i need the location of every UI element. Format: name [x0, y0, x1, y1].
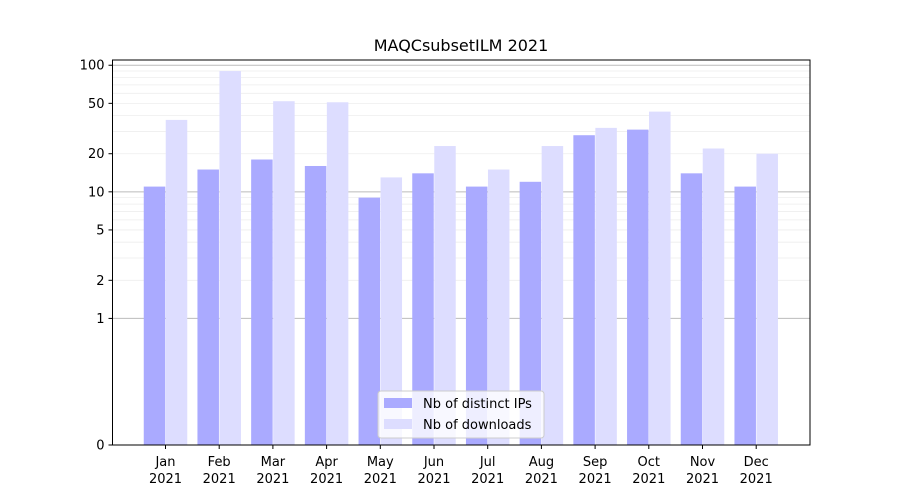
x-tick-label-year: 2021: [256, 472, 289, 487]
y-axis: 0 1 2 5 10 20 50 100: [80, 59, 113, 454]
bar-downloads-mar: [273, 101, 295, 446]
bar-distinct-ips-sep: [573, 135, 595, 445]
x-tick-label-year: 2021: [686, 472, 719, 487]
y-tick-label: 100: [80, 59, 105, 74]
bars: [143, 71, 778, 446]
bar-downloads-oct: [649, 111, 671, 445]
bar-downloads-dec: [756, 153, 778, 446]
legend-swatch: [384, 398, 412, 408]
bar-downloads-jun: [434, 146, 456, 445]
x-tick-label-year: 2021: [525, 472, 558, 487]
legend-box: [377, 390, 545, 439]
y-tick-label: 1: [96, 312, 104, 327]
x-tick-label-month: Feb: [208, 455, 231, 470]
plot-frame: [112, 59, 811, 446]
x-tick-label-year: 2021: [632, 472, 665, 487]
x-tick-label-month: Jan: [154, 455, 175, 470]
y-tick-label: 50: [88, 97, 105, 112]
y-tick-label: 0: [96, 439, 104, 454]
x-tick-label-month: Apr: [315, 455, 338, 470]
bar-downloads-jan: [165, 119, 188, 445]
bar-distinct-ips-oct: [627, 129, 649, 445]
legend: Nb of distinct IPs Nb of downloads: [377, 390, 545, 439]
legend-label: Nb of downloads: [423, 418, 532, 433]
bar-downloads-sep: [595, 127, 617, 445]
legend-swatch: [384, 419, 412, 429]
x-tick-label-month: May: [367, 455, 394, 470]
bar-downloads-apr: [326, 102, 349, 445]
x-tick-label-month: Jul: [479, 455, 496, 470]
bar-distinct-ips-aug: [519, 181, 542, 445]
x-tick-label-year: 2021: [579, 472, 612, 487]
x-tick-label-year: 2021: [203, 472, 236, 487]
bar-distinct-ips-feb: [197, 169, 219, 445]
x-tick-label-year: 2021: [364, 472, 397, 487]
x-tick-label-month: Dec: [744, 455, 769, 470]
chart-title: MAQCsubsetILM 2021: [374, 36, 549, 55]
bar-downloads-aug: [541, 146, 564, 445]
x-tick-label-month: Jun: [423, 455, 444, 470]
x-tick-label-year: 2021: [417, 472, 450, 487]
x-tick-label-month: Oct: [638, 455, 660, 470]
y-tick-label: 20: [88, 147, 105, 162]
bar-downloads-feb: [219, 71, 241, 446]
bar-distinct-ips-jun: [412, 173, 434, 445]
x-tick-label-year: 2021: [471, 472, 504, 487]
bar-distinct-ips-jul: [465, 186, 488, 446]
y-tick-label: 5: [96, 223, 104, 238]
x-tick-label-year: 2021: [740, 472, 773, 487]
bar-downloads-nov: [702, 148, 725, 445]
bar-distinct-ips-dec: [734, 186, 756, 446]
x-axis: Jan 2021 Feb 2021 Mar 2021 Apr 2021 May 2021 Jun 20…: [149, 445, 773, 487]
bar-distinct-ips-may: [358, 197, 381, 445]
x-tick-label-year: 2021: [310, 472, 343, 487]
bar-downloads-jul: [487, 169, 510, 445]
bar-distinct-ips-jan: [143, 186, 166, 446]
legend-label: Nb of distinct IPs: [423, 397, 532, 412]
x-tick-label-month: Sep: [583, 455, 608, 470]
y-tick-label: 2: [96, 274, 104, 289]
bar-downloads-may: [380, 177, 403, 446]
bar-distinct-ips-nov: [680, 173, 703, 445]
x-tick-label-month: Aug: [529, 455, 554, 470]
x-tick-label-month: Mar: [261, 455, 286, 470]
x-tick-label-year: 2021: [149, 472, 182, 487]
x-tick-label-month: Nov: [690, 455, 716, 470]
bar-distinct-ips-mar: [251, 159, 273, 445]
y-tick-label: 10: [88, 185, 105, 200]
bar-distinct-ips-apr: [304, 165, 327, 446]
